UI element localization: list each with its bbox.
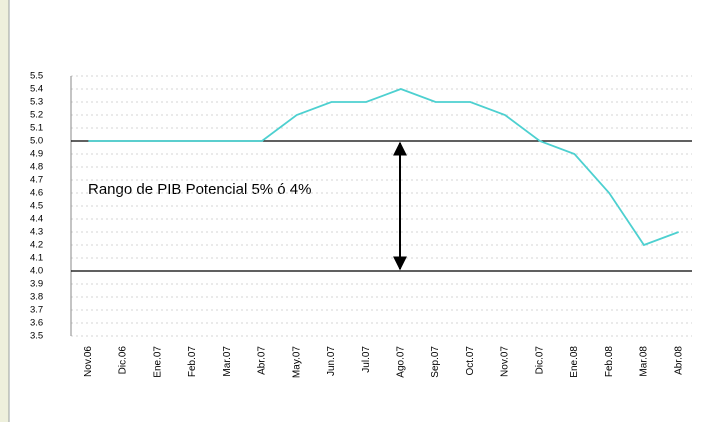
left-border (0, 0, 9, 422)
y-tick-label: 4.3 (30, 227, 43, 238)
x-tick-label: Nov.07 (500, 346, 511, 377)
x-tick-label: Feb.07 (187, 346, 198, 378)
x-tick-label: May.07 (291, 346, 302, 378)
data-line (88, 88, 679, 247)
y-tick-label: 4.2 (30, 240, 43, 251)
y-tick-label: 3.5 (30, 331, 43, 342)
x-tick-label: Mar.07 (222, 346, 233, 377)
x-tick-label: Mar.08 (639, 346, 650, 377)
y-tick-label: 5.4 (30, 84, 43, 95)
y-tick-label: 4.4 (30, 214, 43, 225)
x-tick-label: Jun.07 (326, 346, 337, 376)
y-tick-label: 4.0 (30, 266, 43, 277)
y-tick-label: 4.9 (30, 149, 43, 160)
x-tick-label: Ene.07 (152, 346, 163, 378)
x-tick-label: Feb.08 (604, 346, 615, 378)
x-tick-label: Abr.07 (257, 346, 268, 375)
x-tick-label: Ago.07 (396, 346, 407, 378)
x-tick-label: Abr.08 (673, 346, 684, 375)
y-tick-label: 5.5 (30, 71, 43, 82)
y-tick-label: 5.0 (30, 136, 43, 147)
x-tick-label: Jul.07 (361, 346, 372, 373)
x-tick-label: Sep.07 (430, 346, 441, 378)
x-tick-label: Dic.06 (118, 346, 129, 375)
y-tick-label: 4.7 (30, 175, 43, 186)
y-tick-label: 4.6 (30, 188, 43, 199)
x-tick-label: Dic.07 (534, 346, 545, 375)
y-tick-label: 3.7 (30, 305, 43, 316)
y-tick-label: 3.6 (30, 318, 43, 329)
x-tick-label: Oct.07 (465, 346, 476, 376)
x-tick-label: Ene.08 (569, 346, 580, 378)
y-tick-label: 5.1 (30, 123, 43, 134)
y-tick-label: 5.2 (30, 110, 43, 121)
y-tick-label: 3.9 (30, 279, 43, 290)
y-tick-label: 5.3 (30, 97, 43, 108)
x-tick-label: Nov.06 (83, 346, 94, 377)
y-tick-label: 4.5 (30, 201, 43, 212)
y-tick-label: 3.8 (30, 292, 43, 303)
annotation: Rango de PIB Potencial 5% ó 4% (88, 181, 311, 198)
y-tick-label: 4.8 (30, 162, 43, 173)
y-tick-label: 4.1 (30, 253, 43, 264)
